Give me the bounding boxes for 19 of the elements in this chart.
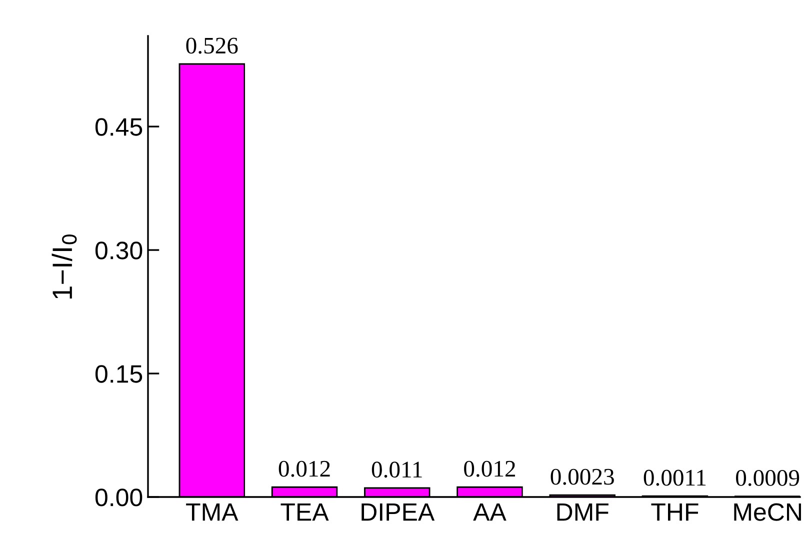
data-label: 0.012 (278, 460, 330, 477)
y-tick-label: 0.00 (95, 488, 142, 506)
data-label: 0.0023 (550, 468, 614, 485)
x-tick-label: DIPEA (362, 503, 435, 521)
data-label: 0.011 (372, 462, 422, 478)
y-tick-label: 0.45 (95, 118, 142, 136)
y-tick-label: 0.15 (95, 365, 142, 383)
x-tick-label: DMF (557, 503, 608, 521)
y-axis-title: 1−I/I$_{0}$ (52, 234, 77, 299)
data-label: 0.526 (186, 38, 238, 54)
x-tick-label: MeCN (734, 503, 801, 521)
x-tick-label: TMA (186, 503, 238, 521)
data-label: 0.0011 (644, 470, 706, 486)
data-label: 0.0009 (736, 470, 800, 486)
data-label: 0.012 (464, 460, 516, 477)
x-tick-label: THF (651, 503, 698, 521)
y-tick-label: 0.30 (95, 242, 142, 260)
x-tick-label: TEA (280, 503, 329, 521)
x-tick-label: AA (473, 503, 506, 521)
